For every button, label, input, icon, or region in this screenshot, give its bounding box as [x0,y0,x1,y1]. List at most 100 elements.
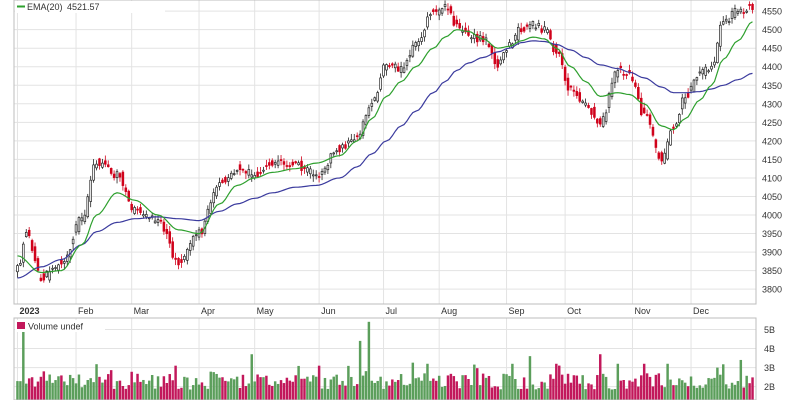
volume-bar [493,386,497,400]
candle-body [259,171,262,174]
volume-bar [654,374,658,400]
candle-body [458,23,461,29]
candle-body [385,64,388,71]
candle-body [323,167,327,173]
candle-body [320,171,324,175]
candle-body [262,169,265,172]
volume-bar [77,374,81,400]
volume-bar [291,381,294,400]
volume-bar [388,385,391,400]
volume-bar [115,381,119,400]
volume-bar [464,375,467,400]
candle-body [282,161,286,165]
candle-body [145,214,148,218]
candle-body [156,219,160,223]
candle-body [505,50,508,53]
volume-bar [42,371,46,400]
candle-body [651,126,655,136]
volume-bar [578,383,581,400]
volume-bar [66,385,69,400]
candle-body [350,139,353,142]
candle-body [224,177,227,183]
candle-body [683,97,687,104]
volume-bar [262,377,265,400]
candle-body [209,202,213,214]
candle-body [89,179,92,202]
candle-body [414,42,418,47]
volume-bar [517,388,520,400]
candle-body [680,97,684,110]
volume-bar [271,385,274,400]
volume-tick-label: 3B [764,363,775,373]
volume-bar [683,382,687,400]
volume-bar [247,383,251,400]
volume-bar [637,386,640,400]
candle-body [104,160,107,165]
volume-bar [57,376,60,400]
volume-bar [197,384,201,400]
candle-body [121,171,125,186]
candle-body [434,9,438,12]
candle-body [364,115,368,126]
candle-body [191,235,195,247]
candle-body [288,165,292,167]
candle-body [338,145,341,153]
candle-body [229,172,233,179]
ema-legend-label: EMA(20) [27,2,63,12]
volume-bar [733,384,737,400]
candle-body [543,26,546,31]
candle-body [470,37,473,40]
candle-body [701,69,705,75]
volume-bar [622,379,625,400]
candle-body [396,66,400,72]
candle-body [634,82,637,87]
volume-bar [443,385,447,400]
candle-body [174,257,177,260]
candle-body [663,152,666,164]
volume-bar [355,384,359,400]
volume-bar [414,378,417,400]
volume-bar [669,379,672,400]
volume-bar [347,365,350,400]
candle-body [637,87,640,99]
volume-bar [273,381,277,400]
volume-bar [426,363,429,400]
candle-body [710,65,713,70]
candle-body [689,85,693,91]
candle-body [587,105,590,108]
volume-bar [259,377,262,400]
candle-body [376,92,379,102]
volume-bar [51,382,54,400]
volume-bar [587,383,590,400]
price-tick-label: 3900 [762,248,782,258]
candle-body [130,203,133,211]
volume-bar [98,376,101,400]
candle-body [227,177,230,182]
candle-body [429,14,432,17]
volume-bar [458,388,461,400]
volume-bar [402,384,406,400]
volume-bar [590,384,593,400]
volume-bar [300,378,303,400]
volume-legend-swatch [17,322,25,329]
volume-bar [540,381,543,400]
volume-bar [672,385,675,400]
candle-body [546,29,549,33]
candle-body [314,174,318,177]
candle-body [698,71,702,74]
volume-bar [218,377,221,400]
volume-bar [370,380,374,400]
volume-bar [724,384,728,400]
volume-bar [25,383,28,400]
volume-bar [180,387,183,400]
volume-bar [353,385,356,400]
volume-bar [186,377,189,400]
volume-bar [408,383,412,400]
volume-bar [710,378,713,400]
volume-bar [156,376,160,400]
candle-body [142,214,145,217]
candle-body [487,43,491,48]
candle-body [393,63,397,69]
volume-bar [309,381,312,400]
